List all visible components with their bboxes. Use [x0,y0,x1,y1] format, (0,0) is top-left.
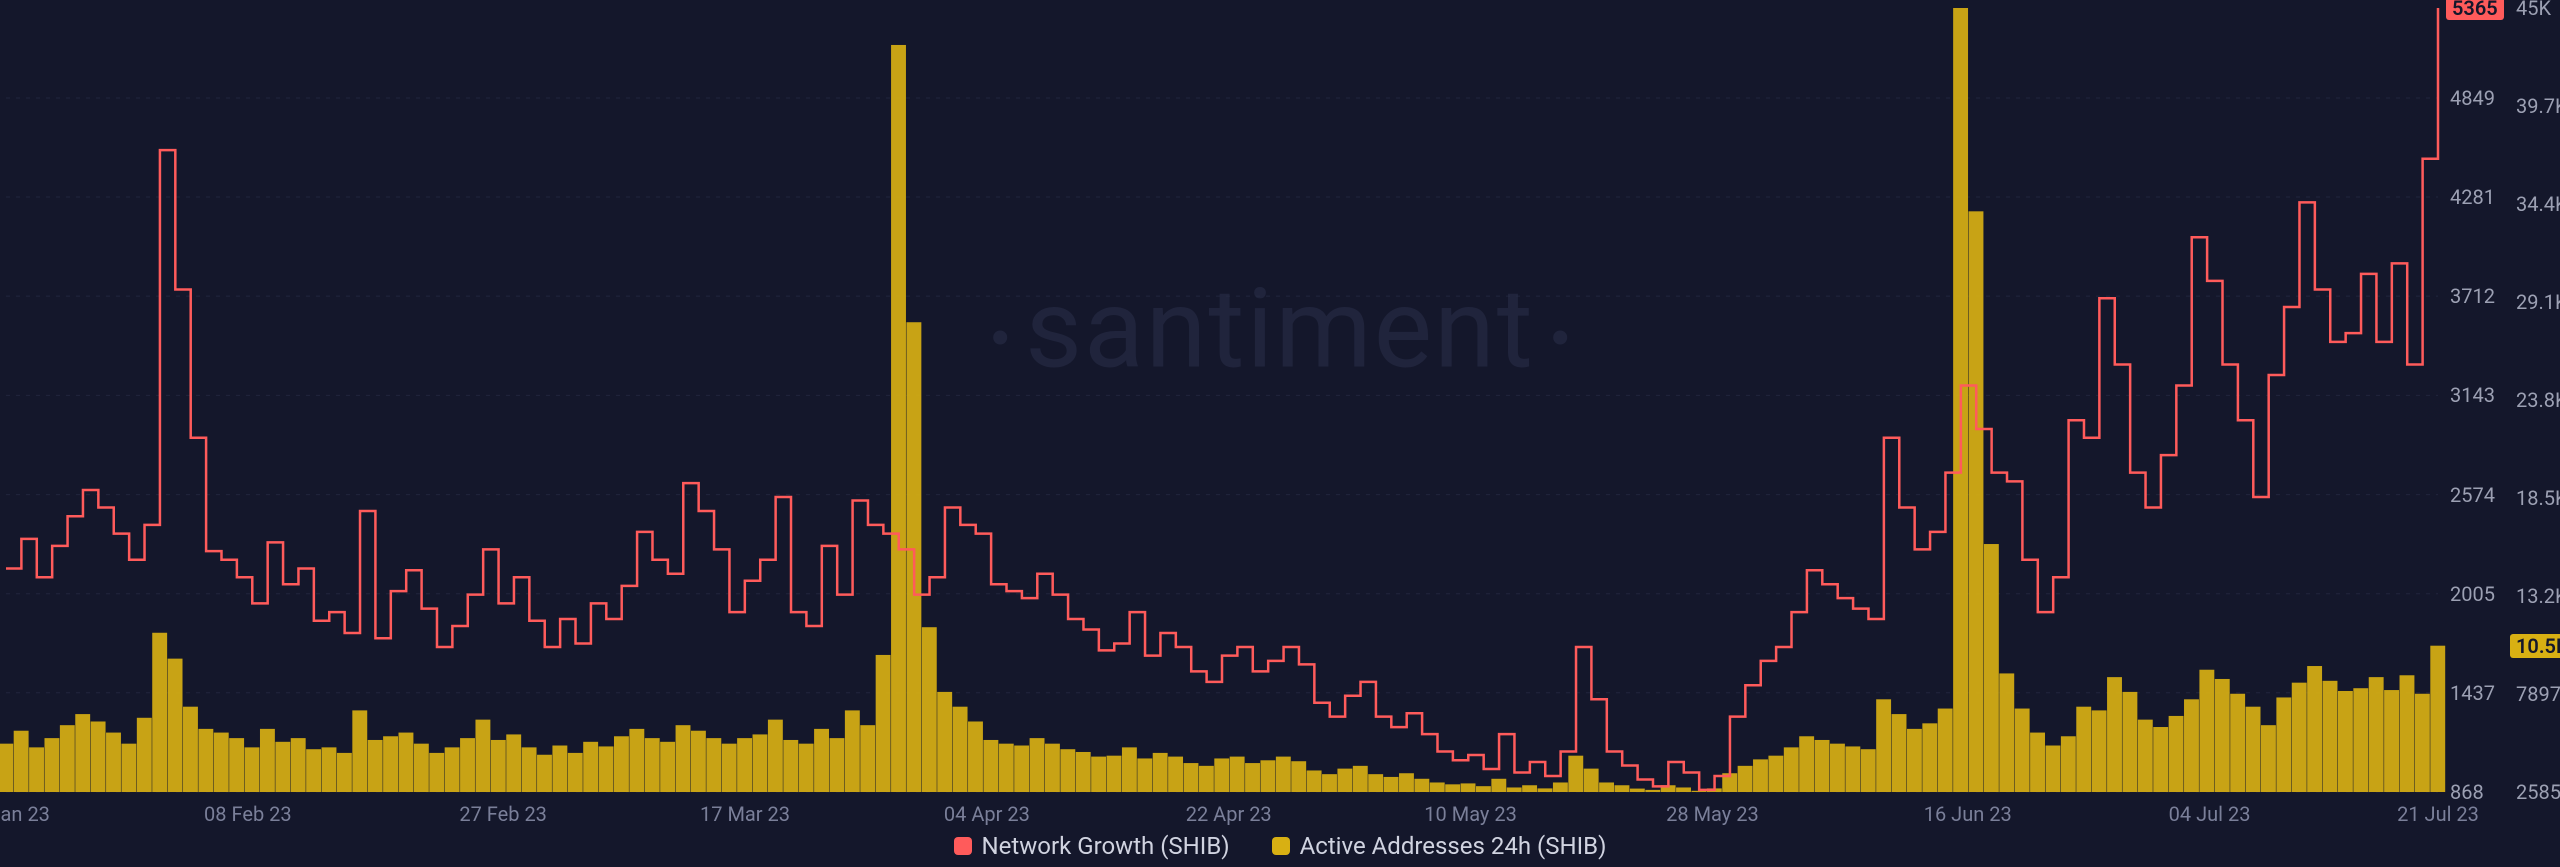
y-axis-left-label: 3712 [2450,284,2495,308]
x-axis-label: 04 Apr 23 [944,802,1030,826]
legend-label: Active Addresses 24h (SHIB) [1300,832,1607,860]
x-axis-label: 21 Jul 23 [2397,802,2479,826]
x-axis-label: 08 Feb 23 [204,802,292,826]
legend: Network Growth (SHIB) Active Addresses 2… [0,832,2560,861]
x-axis-label: 21 Jan 23 [0,802,50,826]
legend-swatch-network-growth [954,837,972,855]
legend-swatch-active-addresses [1272,837,1290,855]
legend-label: Network Growth (SHIB) [982,832,1230,860]
x-axis-label: 27 Feb 23 [459,802,547,826]
chart-root: santiment 21 Jan 2308 Feb 2327 Feb 2317 … [0,0,2560,867]
x-axis-label: 16 Jun 23 [1924,802,2012,826]
y-axis-left-label: 2574 [2450,483,2495,507]
y-axis-left-label: 1437 [2450,681,2495,705]
x-axis-label: 22 Apr 23 [1186,802,1272,826]
x-axis-label: 04 Jul 23 [2169,802,2251,826]
x-axis-label: 10 May 23 [1424,802,1517,826]
y-axis-right-label: 45K [2516,0,2551,20]
y-axis-right-label: 2585 [2516,780,2560,804]
right-axis-badge: 10.5K [2510,634,2560,658]
y-axis-right-label: 18.5K [2516,486,2560,510]
chart-svg [0,0,2560,867]
y-axis-left-label: 868 [2450,780,2484,804]
x-axis-label: 28 May 23 [1666,802,1759,826]
y-axis-right-label: 34.4K [2516,192,2560,216]
y-axis-left-label: 2005 [2450,582,2495,606]
y-axis-right-label: 23.8K [2516,388,2560,412]
y-axis-right-label: 29.1K [2516,290,2560,314]
y-axis-left-label: 3143 [2450,383,2495,407]
y-axis-left-label: 4849 [2450,86,2495,110]
y-axis-right-label: 13.2K [2516,584,2560,608]
y-axis-left-label: 4281 [2450,185,2495,209]
y-axis-right-label: 7897 [2516,682,2560,706]
legend-item-network-growth[interactable]: Network Growth (SHIB) [954,832,1230,860]
y-axis-right-label: 39.7K [2516,94,2560,118]
left-axis-badge: 5365 [2446,0,2504,20]
legend-item-active-addresses[interactable]: Active Addresses 24h (SHIB) [1272,832,1607,860]
x-axis-label: 17 Mar 23 [700,802,790,826]
